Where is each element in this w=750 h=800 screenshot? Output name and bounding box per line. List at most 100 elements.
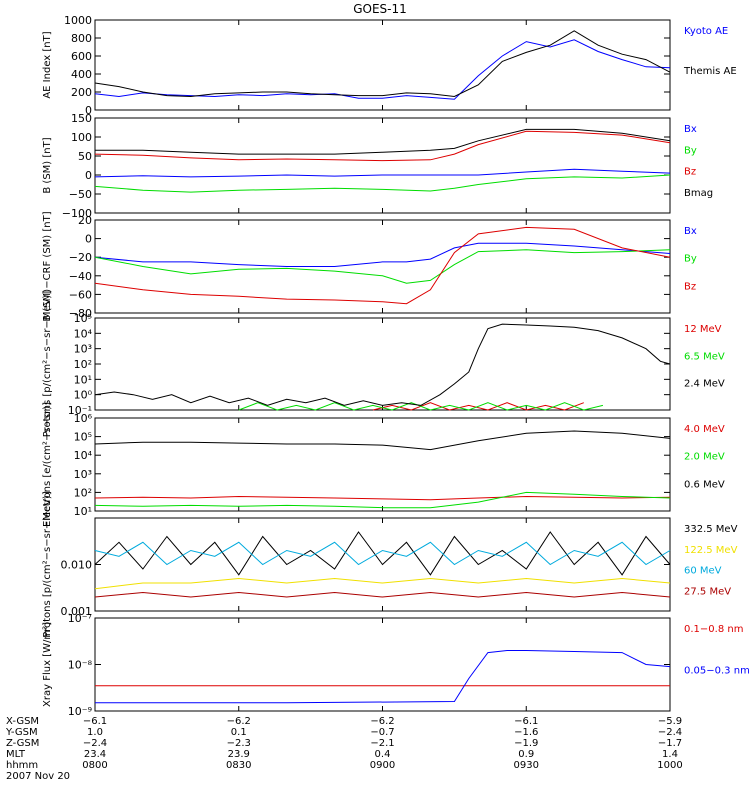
legend-entry: 122.5 MeV: [684, 545, 738, 556]
y-tick-label: 10²: [74, 486, 92, 499]
series-line: [94, 30, 671, 98]
x-row-label: hhmm: [6, 760, 38, 771]
series-line: [94, 430, 671, 451]
series-line: [94, 531, 671, 576]
series-line: [94, 541, 671, 566]
x-row-value: 0.9: [518, 749, 534, 760]
x-row-value: −2.1: [370, 738, 394, 749]
x-row-value: −6.1: [514, 716, 538, 727]
x-row-value: −2.4: [658, 727, 682, 738]
y-tick-label: 100: [71, 131, 92, 144]
y-tick-label: 10¹: [74, 373, 92, 386]
y-tick-label: 10⁵: [74, 431, 92, 444]
legend-entry: 332.5 MeV: [684, 524, 738, 535]
y-tick-label: 10³: [74, 468, 92, 481]
x-row-value: 1000: [657, 760, 682, 771]
legend-entry: By: [684, 254, 697, 265]
legend-entry: 6.5 MeV: [684, 351, 725, 362]
y-tick-label: −60: [69, 288, 92, 301]
y-tick-label: 10⁻¹: [68, 404, 92, 417]
panel-frame: [94, 617, 671, 712]
legend-entry: Themis AE: [683, 66, 737, 77]
y-tick-label: −50: [69, 188, 92, 201]
y-tick-label: −20: [69, 251, 92, 264]
series-line: [94, 242, 671, 267]
y-tick-label: 10⁻⁸: [68, 659, 93, 672]
x-row-label: MLT: [6, 749, 26, 760]
x-row-value: 0900: [370, 760, 395, 771]
x-row-value: 23.4: [84, 749, 106, 760]
legend-entry: 2.0 MeV: [684, 452, 725, 463]
legend-entry: Bx: [684, 226, 697, 237]
date-label: 2007 Nov 20: [6, 771, 70, 782]
series-line: [94, 249, 671, 284]
series-line: [238, 402, 604, 411]
legend-entry: 0.6 MeV: [684, 479, 725, 490]
y-tick-label: 10⁴: [74, 327, 93, 340]
y-tick-label: 10⁴: [74, 449, 93, 462]
y-tick-label: 10⁻⁹: [68, 705, 92, 718]
x-row-value: 0930: [514, 760, 539, 771]
legend-entry: 0.1−0.8 nm: [684, 624, 743, 635]
y-axis-label: B (SM)−CRF (SM) [nT]: [42, 211, 53, 321]
x-row-value: −2.4: [83, 738, 107, 749]
x-row-value: −0.7: [370, 727, 394, 738]
y-tick-label: −40: [69, 270, 92, 283]
x-row-value: 1.0: [87, 727, 103, 738]
series-line: [94, 174, 671, 193]
panel-frame: [94, 117, 671, 214]
legend-entry: 60 MeV: [684, 566, 722, 577]
legend-entry: Kyoto AE: [684, 26, 728, 37]
series-line: [94, 495, 671, 501]
x-row-label: Y-GSM: [5, 727, 38, 738]
x-row-value: 0.4: [375, 749, 391, 760]
panel-frame: [94, 219, 671, 314]
series-line: [95, 650, 671, 704]
x-row-value: −6.1: [83, 716, 107, 727]
y-tick-label: 0: [85, 104, 92, 117]
y-axis-label: Electrons [e/(cm²−s−sr)]: [42, 402, 53, 527]
legend-entry: Bx: [684, 124, 697, 135]
legend-entry: 2.4 MeV: [684, 379, 725, 390]
legend-entry: By: [684, 145, 697, 156]
x-row-value: −5.9: [658, 716, 682, 727]
series-line: [372, 402, 584, 411]
y-axis-label: AE Index [nT]: [42, 31, 53, 98]
legend-entry: Bz: [684, 281, 696, 292]
x-row-value: −1.9: [514, 738, 538, 749]
series-line: [94, 591, 671, 598]
y-tick-label: 800: [71, 32, 92, 45]
y-tick-label: −80: [69, 307, 92, 320]
series-line: [94, 577, 671, 590]
y-tick-label: 10³: [74, 343, 92, 356]
x-row-value: −1.7: [658, 738, 682, 749]
y-tick-label: 10⁵: [74, 312, 92, 325]
y-tick-label: 10⁰: [74, 389, 93, 402]
x-row-value: 1.4: [662, 749, 678, 760]
y-axis-label: Protons [p/(cm²−s−sr−MeV)]: [42, 291, 53, 438]
y-tick-label: −100: [62, 207, 92, 220]
y-tick-label: 400: [71, 68, 92, 81]
legend-entry: Bz: [684, 167, 696, 178]
y-tick-label: 10⁶: [74, 412, 93, 425]
y-tick-label: 20: [78, 214, 92, 227]
series-line: [94, 323, 671, 406]
x-row-value: −2.3: [227, 738, 251, 749]
legend-entry: Bmag: [684, 188, 713, 199]
legend-entry: 0.05−0.3 nm: [684, 666, 750, 677]
y-tick-label: 0: [85, 233, 92, 246]
x-row-value: −1.6: [514, 727, 538, 738]
y-tick-label: 150: [71, 112, 92, 125]
x-row-label: Z-GSM: [6, 738, 39, 749]
series-line: [94, 130, 671, 162]
y-axis-label: Xray Flux [W/m²]: [42, 622, 53, 707]
y-tick-label: 50: [78, 150, 92, 163]
x-row-value: 23.9: [228, 749, 250, 760]
series-line: [95, 128, 671, 155]
y-tick-label: 600: [71, 50, 92, 63]
legend-entry: 27.5 MeV: [684, 586, 731, 597]
y-tick-label: 0.010: [61, 559, 93, 572]
legend-entry: 4.0 MeV: [684, 424, 725, 435]
